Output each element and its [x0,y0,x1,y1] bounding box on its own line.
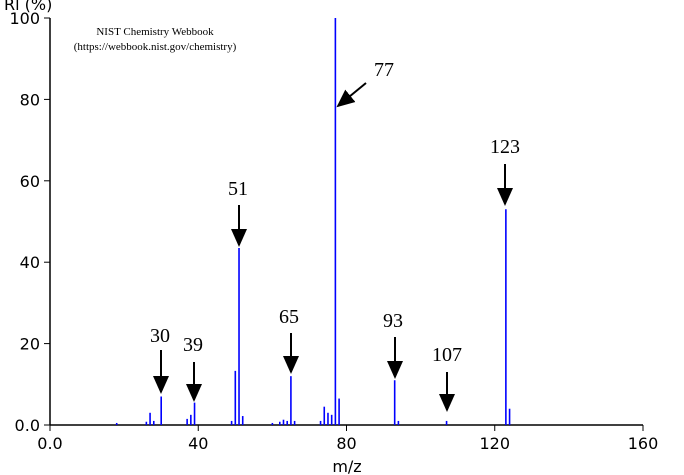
y-axis-label: Rl (%) [4,0,52,14]
y-tick-label: 20 [20,335,40,354]
x-tick-label: 160 [628,434,659,453]
peak-annotation: 51 [228,178,248,200]
peak-annotation: 39 [183,334,203,356]
x-tick-label: 40 [188,434,208,453]
y-tick-label: 100 [9,9,40,28]
source-note: (https://webbook.nist.gov/chemistry) [74,41,237,53]
peak-annotation: 93 [383,310,403,332]
x-tick-label: 120 [479,434,510,453]
y-tick-label: 0.0 [15,416,40,435]
peak-annotation: 77 [374,59,394,81]
x-tick-label: 80 [336,434,356,453]
peak-annotation: 123 [490,136,520,158]
annotation-arrow [336,82,367,108]
y-tick-label: 60 [20,172,40,191]
peak-annotation: 107 [432,344,462,366]
y-tick-label: 80 [20,90,40,109]
source-note: NIST Chemistry Webbook [96,26,214,38]
y-tick-label: 40 [20,253,40,272]
peak-annotation: 65 [279,306,299,328]
peak-annotation: 30 [150,325,170,347]
x-axis-label: m/z [332,457,361,475]
x-tick-label: 0.0 [37,434,62,453]
